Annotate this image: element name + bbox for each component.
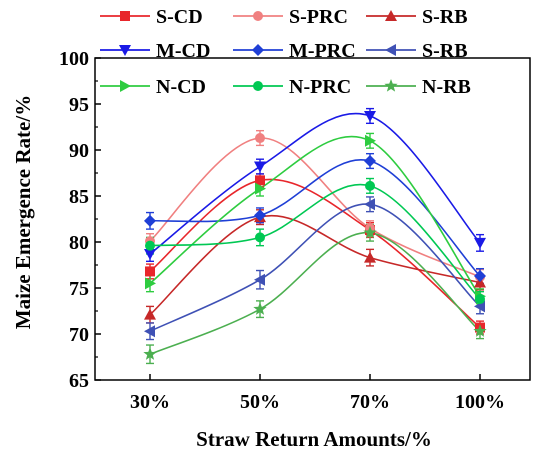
- legend-label: M-PRC: [289, 40, 356, 62]
- data-point: [145, 266, 155, 277]
- legend-label: M-CD: [156, 40, 210, 62]
- y-tick-label: 100: [59, 48, 89, 70]
- data-point: [474, 237, 486, 249]
- legend: S-CD S-PRC S-RB M-CD M-PRC S-RB N-CD N-PRC N-RB: [100, 6, 471, 98]
- legend-swatch-marker: [385, 44, 396, 56]
- data-point: [473, 324, 487, 337]
- plot-frame: [94, 57, 531, 381]
- data-point: [143, 347, 157, 360]
- x-tick-label: 30%: [130, 391, 170, 413]
- axes: 65 70 75 80 85 90 95 100 30% 50% 70% 100%: [59, 48, 531, 413]
- legend-swatch-marker: [253, 81, 263, 91]
- series-line: [149, 135, 481, 297]
- y-tick-label: 95: [69, 94, 89, 116]
- data-markers: [143, 110, 487, 360]
- y-tick-label: 85: [69, 186, 89, 208]
- y-tick-label: 80: [69, 232, 89, 254]
- x-tick-label: 50%: [240, 391, 280, 413]
- x-tick-label: 100%: [455, 391, 505, 413]
- data-point: [254, 273, 265, 286]
- legend-label: N-CD: [156, 76, 206, 98]
- data-point: [365, 134, 376, 147]
- data-point: [255, 232, 265, 243]
- y-tick-label: 90: [69, 140, 89, 162]
- series-line: [149, 112, 481, 255]
- legend-label: S-PRC: [289, 6, 348, 28]
- data-point: [144, 248, 156, 260]
- x-tick-label: 70%: [350, 391, 390, 413]
- legend-label: S-CD: [156, 6, 203, 28]
- series-line: [149, 183, 481, 300]
- data-point: [255, 182, 266, 195]
- legend-label: N-PRC: [289, 76, 351, 98]
- data-point: [475, 294, 485, 305]
- data-point: [254, 161, 266, 173]
- y-axis-title: Maize Emergence Rate/%: [11, 95, 35, 329]
- data-point: [474, 270, 486, 283]
- data-point: [145, 277, 156, 290]
- data-point: [255, 175, 265, 186]
- error-bars: [146, 107, 484, 365]
- data-point: [144, 214, 156, 227]
- series-line: [149, 158, 481, 277]
- data-point: [254, 209, 266, 222]
- legend-swatch-marker: [119, 45, 131, 56]
- y-tick-label: 75: [69, 278, 89, 300]
- data-point: [364, 110, 376, 122]
- x-axis-title: Straw Return Amounts/%: [196, 427, 432, 451]
- legend-label: S-RB: [422, 40, 468, 62]
- data-point: [255, 133, 265, 144]
- legend-swatch-marker: [384, 79, 398, 92]
- series-line: [149, 178, 481, 329]
- data-point: [253, 302, 267, 315]
- data-point: [365, 180, 375, 191]
- legend-swatch-marker: [120, 11, 130, 21]
- series-line: [149, 231, 481, 355]
- data-point: [144, 325, 155, 338]
- y-tick-label: 65: [69, 370, 89, 392]
- y-tick-label: 70: [69, 324, 89, 346]
- data-point: [144, 308, 156, 320]
- data-point: [363, 225, 377, 239]
- data-point: [364, 155, 376, 168]
- data-point: [145, 240, 155, 251]
- legend-label: S-RB: [422, 6, 468, 28]
- series-line: [149, 214, 481, 316]
- legend-swatch-marker: [120, 80, 131, 92]
- data-point: [364, 198, 375, 211]
- data-point: [364, 251, 376, 263]
- legend-swatch-marker: [253, 11, 263, 21]
- series-curves: [149, 112, 481, 355]
- legend-swatch-marker: [385, 10, 397, 21]
- series-line: [149, 203, 481, 332]
- legend-swatch-marker: [252, 44, 264, 56]
- series-line: [149, 137, 481, 278]
- legend-label: N-RB: [422, 76, 471, 98]
